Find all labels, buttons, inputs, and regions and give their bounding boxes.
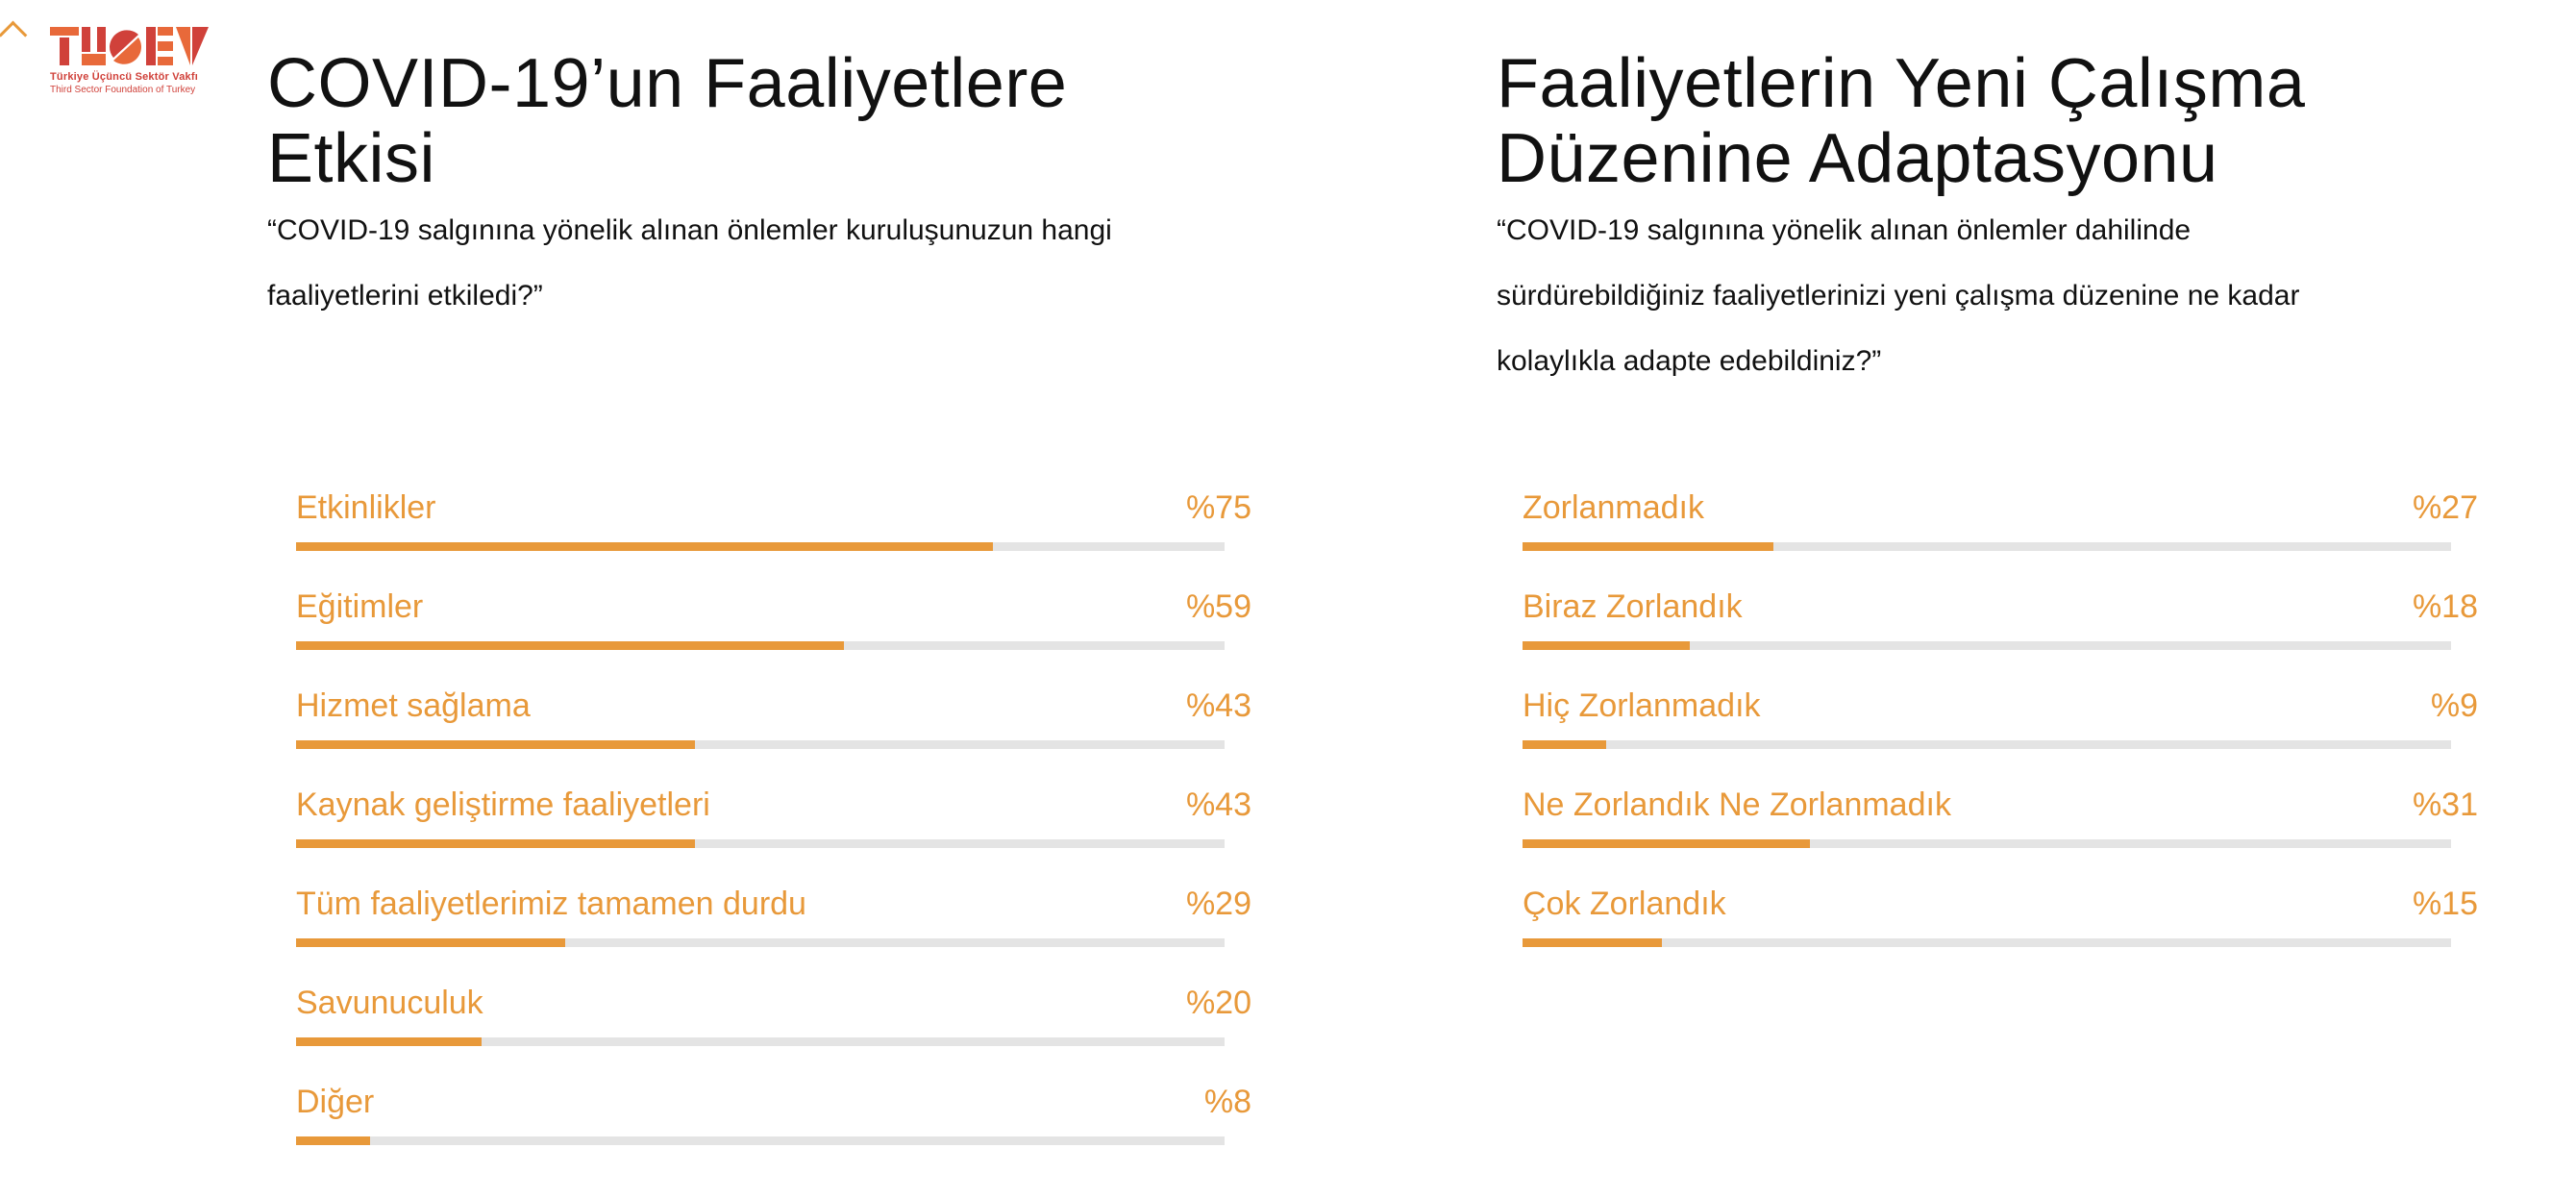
bar-percent: %18 bbox=[2412, 588, 2478, 625]
bar-percent: %20 bbox=[1185, 985, 1251, 1021]
bar-fill bbox=[296, 938, 566, 947]
bar-fill bbox=[1523, 740, 1606, 749]
bar-row: Etkinlikler %75 bbox=[296, 486, 1251, 585]
left-question: “COVID-19 salgınına yönelik alınan önlem… bbox=[267, 198, 1112, 329]
bar-label: Eğitimler bbox=[296, 588, 424, 625]
bar-fill bbox=[296, 839, 696, 848]
bar-percent: %15 bbox=[2412, 886, 2478, 922]
left-question-line: “COVID-19 salgınına yönelik alınan önlem… bbox=[267, 214, 1112, 246]
bar-track bbox=[296, 641, 1225, 650]
bar-row: Hizmet sağlama %43 bbox=[296, 684, 1251, 783]
bar-percent: %59 bbox=[1185, 588, 1251, 625]
bar-fill bbox=[296, 740, 696, 749]
bar-label: Zorlanmadık bbox=[1523, 489, 1704, 526]
bar-row: Eğitimler %59 bbox=[296, 585, 1251, 684]
bar-percent: %31 bbox=[2412, 786, 2478, 823]
left-question-line: faaliyetlerini etkiledi?” bbox=[267, 280, 543, 312]
bar-fill bbox=[1523, 938, 1662, 947]
bar-row: Tüm faaliyetlerimiz tamamen durdu %29 bbox=[296, 882, 1251, 981]
bar-percent: %27 bbox=[2412, 489, 2478, 526]
bar-track bbox=[296, 1136, 1225, 1145]
bar-percent: %9 bbox=[2430, 687, 2478, 724]
tusev-wordmark-icon bbox=[50, 27, 209, 65]
bar-label: Hiç Zorlanmadık bbox=[1523, 687, 1761, 724]
bar-track bbox=[296, 839, 1225, 848]
tusev-logo[interactable]: Türkiye Üçüncü Sektör Vakfı Third Sector… bbox=[50, 27, 209, 95]
bar-row: Çok Zorlandık %15 bbox=[1523, 882, 2478, 981]
bar-track bbox=[1523, 839, 2451, 848]
bar-track bbox=[1523, 740, 2451, 749]
left-title-line: Etkisi bbox=[267, 120, 436, 197]
bar-fill bbox=[1523, 839, 1811, 848]
chevron-up-icon[interactable] bbox=[0, 20, 28, 50]
bar-track bbox=[296, 938, 1225, 947]
right-section: Faaliyetlerin Yeni Çalışma Düzenine Adap… bbox=[1497, 46, 2305, 394]
bar-label: Etkinlikler bbox=[296, 489, 436, 526]
bar-fill bbox=[296, 1037, 483, 1046]
bar-track bbox=[296, 1037, 1225, 1046]
left-title-line: COVID-19’un Faaliyetlere bbox=[267, 45, 1068, 122]
right-bar-list: Zorlanmadık %27 Biraz Zorlandık %18 Hiç Zorl… bbox=[1523, 486, 2478, 981]
left-bar-list: Etkinlikler %75 Eğitimler %59 Hizmet sağlama… bbox=[296, 486, 1251, 1179]
right-question-line: kolaylıkla adapte edebildiniz?” bbox=[1497, 345, 1882, 377]
right-title: Faaliyetlerin Yeni Çalışma Düzenine Adap… bbox=[1497, 46, 2305, 196]
bar-track bbox=[1523, 938, 2451, 947]
logo-line-tr: Türkiye Üçüncü Sektör Vakfı bbox=[50, 71, 198, 83]
bar-row: Ne Zorlandık Ne Zorlanmadık %31 bbox=[1523, 783, 2478, 882]
bar-track bbox=[296, 542, 1225, 551]
bar-row: Savunuculuk %20 bbox=[296, 981, 1251, 1080]
bar-row: Diğer %8 bbox=[296, 1080, 1251, 1179]
right-question-line: “COVID-19 salgınına yönelik alınan önlem… bbox=[1497, 214, 2192, 246]
bar-label: Ne Zorlandık Ne Zorlanmadık bbox=[1523, 786, 1951, 823]
bar-row: Zorlanmadık %27 bbox=[1523, 486, 2478, 585]
bar-label: Hizmet sağlama bbox=[296, 687, 531, 724]
bar-percent: %8 bbox=[1203, 1084, 1251, 1120]
bar-track bbox=[1523, 542, 2451, 551]
bar-fill bbox=[296, 641, 844, 650]
left-title: COVID-19’un Faaliyetlere Etkisi bbox=[267, 46, 1112, 196]
bar-fill bbox=[296, 1136, 371, 1145]
bar-label: Biraz Zorlandık bbox=[1523, 588, 1743, 625]
bar-track bbox=[296, 740, 1225, 749]
right-title-line: Düzenine Adaptasyonu bbox=[1497, 120, 2218, 197]
left-section: COVID-19’un Faaliyetlere Etkisi “COVID-1… bbox=[267, 46, 1112, 329]
bar-row: Hiç Zorlanmadık %9 bbox=[1523, 684, 2478, 783]
bar-label: Diğer bbox=[296, 1084, 375, 1120]
bar-fill bbox=[1523, 542, 1773, 551]
bar-row: Kaynak geliştirme faaliyetleri %43 bbox=[296, 783, 1251, 882]
bar-percent: %29 bbox=[1185, 886, 1251, 922]
logo-line-en: Third Sector Foundation of Turkey bbox=[50, 85, 196, 95]
bar-row: Biraz Zorlandık %18 bbox=[1523, 585, 2478, 684]
bar-percent: %75 bbox=[1185, 489, 1251, 526]
bar-label: Kaynak geliştirme faaliyetleri bbox=[296, 786, 710, 823]
bar-label: Tüm faaliyetlerimiz tamamen durdu bbox=[296, 886, 806, 922]
bar-label: Savunuculuk bbox=[296, 985, 483, 1021]
bar-percent: %43 bbox=[1185, 687, 1251, 724]
bar-percent: %43 bbox=[1185, 786, 1251, 823]
bar-label: Çok Zorlandık bbox=[1523, 886, 1726, 922]
bar-fill bbox=[1523, 641, 1690, 650]
right-title-line: Faaliyetlerin Yeni Çalışma bbox=[1497, 45, 2306, 122]
bar-track bbox=[1523, 641, 2451, 650]
right-question: “COVID-19 salgınına yönelik alınan önlem… bbox=[1497, 198, 2305, 394]
right-question-line: sürdürebildiğiniz faaliyetlerinizi yeni … bbox=[1497, 280, 2300, 312]
bar-fill bbox=[296, 542, 993, 551]
